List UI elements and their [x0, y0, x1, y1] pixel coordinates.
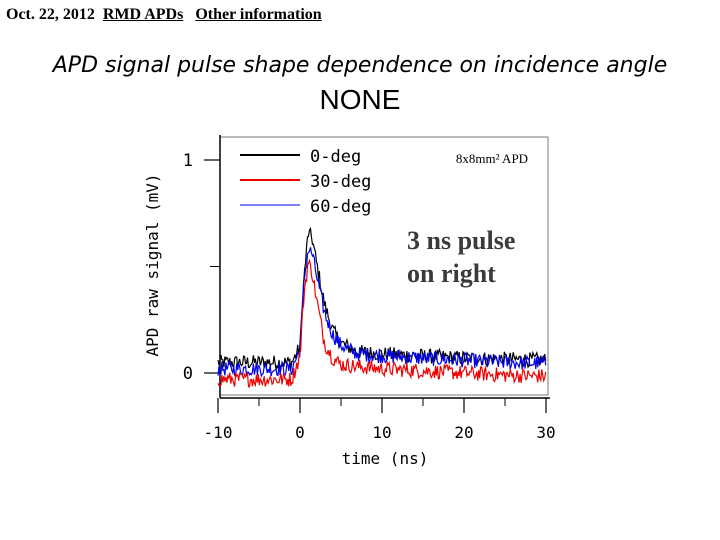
x-tick-label: 0: [295, 423, 305, 442]
pulse-note-line2: on right: [407, 259, 496, 288]
legend-label-60-deg: 60-deg: [310, 197, 371, 217]
header-subsection: Other information: [195, 6, 322, 23]
device-annotation: 8x8mm² APD: [456, 151, 528, 166]
series-line-60-deg: [217, 247, 547, 378]
y-tick-label: 1: [183, 151, 193, 171]
legend: 0-deg 30-deg 60-deg: [240, 147, 371, 217]
pulse-note-line1: 3 ns pulse: [407, 226, 515, 255]
header-date: Oct. 22, 2012: [6, 6, 95, 23]
header-section: RMD APDs: [102, 6, 184, 23]
x-axis-label: time (ns): [342, 449, 429, 468]
slide-title: APD signal pulse shape dependence on inc…: [52, 53, 668, 78]
x-ticks: -10 0 10 20 30: [204, 398, 556, 442]
x-tick-label: 10: [372, 423, 391, 442]
x-tick-label: -10: [204, 423, 233, 442]
series-layer: [217, 226, 547, 388]
slide-subtitle: NONE: [319, 84, 401, 115]
legend-label-0-deg: 0-deg: [310, 147, 361, 167]
y-tick-label: 0: [183, 364, 193, 384]
x-tick-label: 30: [536, 423, 555, 442]
y-axis-label: APD raw signal (mV): [143, 173, 162, 356]
y-ticks: 01: [183, 151, 220, 384]
legend-label-30-deg: 30-deg: [310, 172, 371, 192]
slide-header: Oct. 22, 2012 RMD APDs Other information: [6, 6, 322, 24]
series-line-30-deg: [217, 258, 547, 388]
x-tick-label: 20: [454, 423, 473, 442]
